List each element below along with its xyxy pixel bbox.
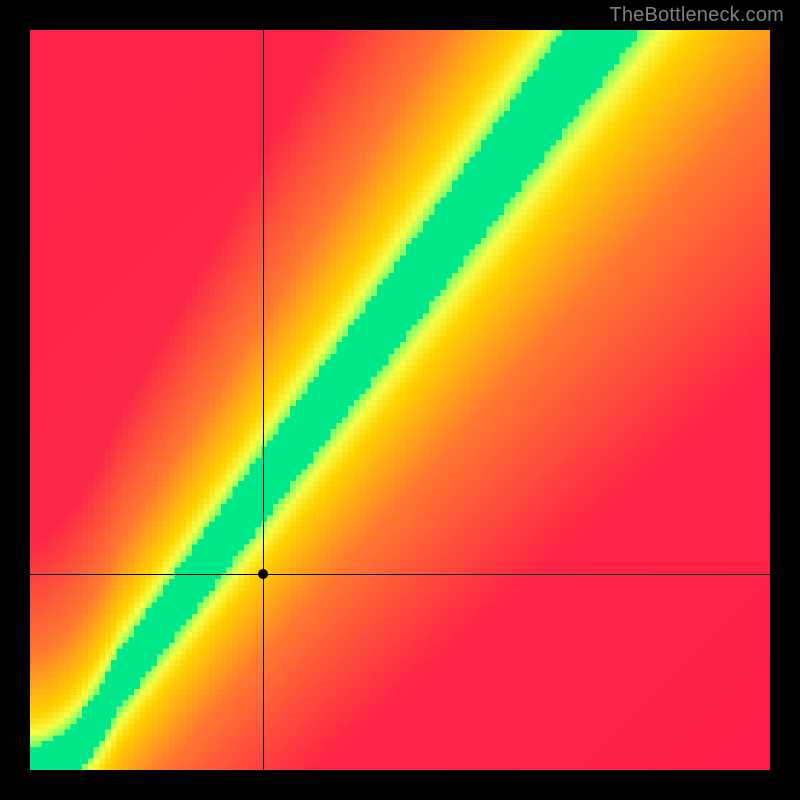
watermark-text: TheBottleneck.com [609,4,784,27]
crosshair-vertical [263,30,264,770]
heatmap-canvas [30,30,770,770]
crosshair-horizontal [30,574,770,575]
crosshair-marker [258,569,268,579]
bottleneck-heatmap [30,30,770,770]
